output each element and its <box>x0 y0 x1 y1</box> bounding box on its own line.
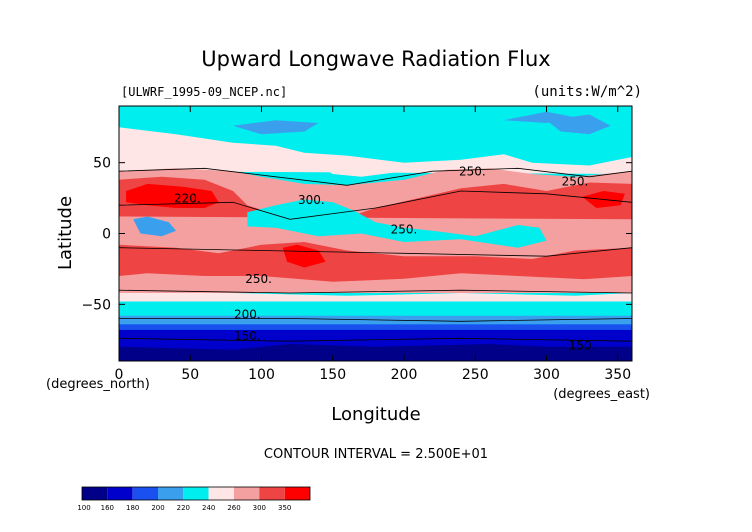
zone-sahara-max <box>126 183 219 208</box>
y-tick-label-50: 50 <box>93 156 111 172</box>
contour-label-6: 150. <box>234 329 261 343</box>
zone-high-north-pink <box>119 127 632 174</box>
colorbar-level-200: 200 <box>151 504 164 512</box>
zone-south-blue <box>119 324 632 330</box>
colorbar-level-160: 160 <box>101 504 114 512</box>
colorbar-segment-0 <box>82 487 108 500</box>
y-axis: −50 0 50 <box>81 156 632 313</box>
colorbar-segment-5 <box>208 487 234 500</box>
contour-label-7: 150. <box>569 339 596 353</box>
colorbar: 100 160 180 200 220 240 260 300 350 <box>77 486 311 512</box>
x-axis-title: Longitude <box>331 404 421 425</box>
contour-label-3: 250. <box>391 223 418 237</box>
colorbar-segment-4 <box>183 487 209 500</box>
zone-antarctic-core <box>119 344 632 361</box>
zone-africa-cool <box>133 216 176 237</box>
zone-south-pink <box>119 293 632 302</box>
colorbar-frame <box>81 486 311 501</box>
contour-label-8: 250. <box>562 174 589 188</box>
x-tick-label-250: 250 <box>462 367 489 383</box>
colorbar-level-240: 240 <box>202 504 215 512</box>
colorbar-segment-2 <box>132 487 158 500</box>
plot-area: 300. 220. 250. 250. 250. 200. 150. 150. 250. <box>119 106 632 361</box>
zone-south-mid-salmon <box>119 276 632 293</box>
contour-line-south-1 <box>119 289 632 294</box>
zone-southern-ocean-cyan <box>119 301 632 316</box>
zone-warm-pool-cyan <box>247 199 547 248</box>
contour-interval-note: CONTOUR INTERVAL = 2.500E+01 <box>264 447 488 462</box>
colorbar-segment-6 <box>234 487 260 500</box>
colorbar-segment-7 <box>259 487 285 500</box>
colorbar-level-350: 350 <box>278 504 291 512</box>
contour-label-5: 200. <box>234 308 261 322</box>
contour-label-1: 220. <box>174 191 201 205</box>
chart-title: Upward Longwave Radiation Flux <box>201 47 550 71</box>
zone-north-pink-2 <box>318 162 404 177</box>
x-unit-label: (degrees_east) <box>553 387 650 402</box>
contour-line-tropic-s <box>119 247 632 257</box>
colorbar-segment-1 <box>107 487 133 500</box>
x-tick-label-0: 0 <box>115 367 124 383</box>
contour-label-0: 300. <box>298 193 325 207</box>
y-axis-title: Latitude <box>55 196 76 270</box>
x-tick-label-100: 100 <box>248 367 275 383</box>
contour-label-2: 250. <box>245 272 272 286</box>
zone-australia-max <box>282 244 326 268</box>
y-unit-label: (degrees_north) <box>46 377 150 392</box>
colorbar-segment-8 <box>284 487 310 500</box>
contour-line-north <box>119 167 632 186</box>
colorbar-segment-3 <box>158 487 184 500</box>
zone-arctic-blue <box>503 111 575 123</box>
contour-label-4: 250. <box>459 164 486 178</box>
zone-south-red <box>119 242 632 282</box>
zone-siberia-blue <box>233 120 319 135</box>
colorbar-level-260: 260 <box>227 504 240 512</box>
x-tick-label-50: 50 <box>181 367 199 383</box>
colorbar-level-180: 180 <box>126 504 139 512</box>
chart-subtitle-file: [ULWRF_1995-09_NCEP.nc] <box>121 85 287 99</box>
y-tick-label-0: 0 <box>102 227 111 243</box>
contour-line-south-3 <box>119 337 632 342</box>
x-tick-label-150: 150 <box>319 367 346 383</box>
contour-line-south-2 <box>119 318 632 322</box>
colorbar-level-220: 220 <box>177 504 190 512</box>
x-axis: 0 50 100 150 200 250 300 350 <box>115 106 631 383</box>
contour-line-tropic-n <box>119 190 632 220</box>
x-tick-label-200: 200 <box>391 367 418 383</box>
y-tick-label--50: −50 <box>81 297 111 313</box>
x-tick-label-300: 300 <box>533 367 560 383</box>
zone-tropics-red-north <box>119 176 632 223</box>
colorbar-level-100: 100 <box>77 504 90 512</box>
colorbar-level-300: 300 <box>253 504 266 512</box>
x-tick-label-350: 350 <box>604 367 631 383</box>
chart-subtitle-units: (units:W/m^2) <box>532 84 642 100</box>
